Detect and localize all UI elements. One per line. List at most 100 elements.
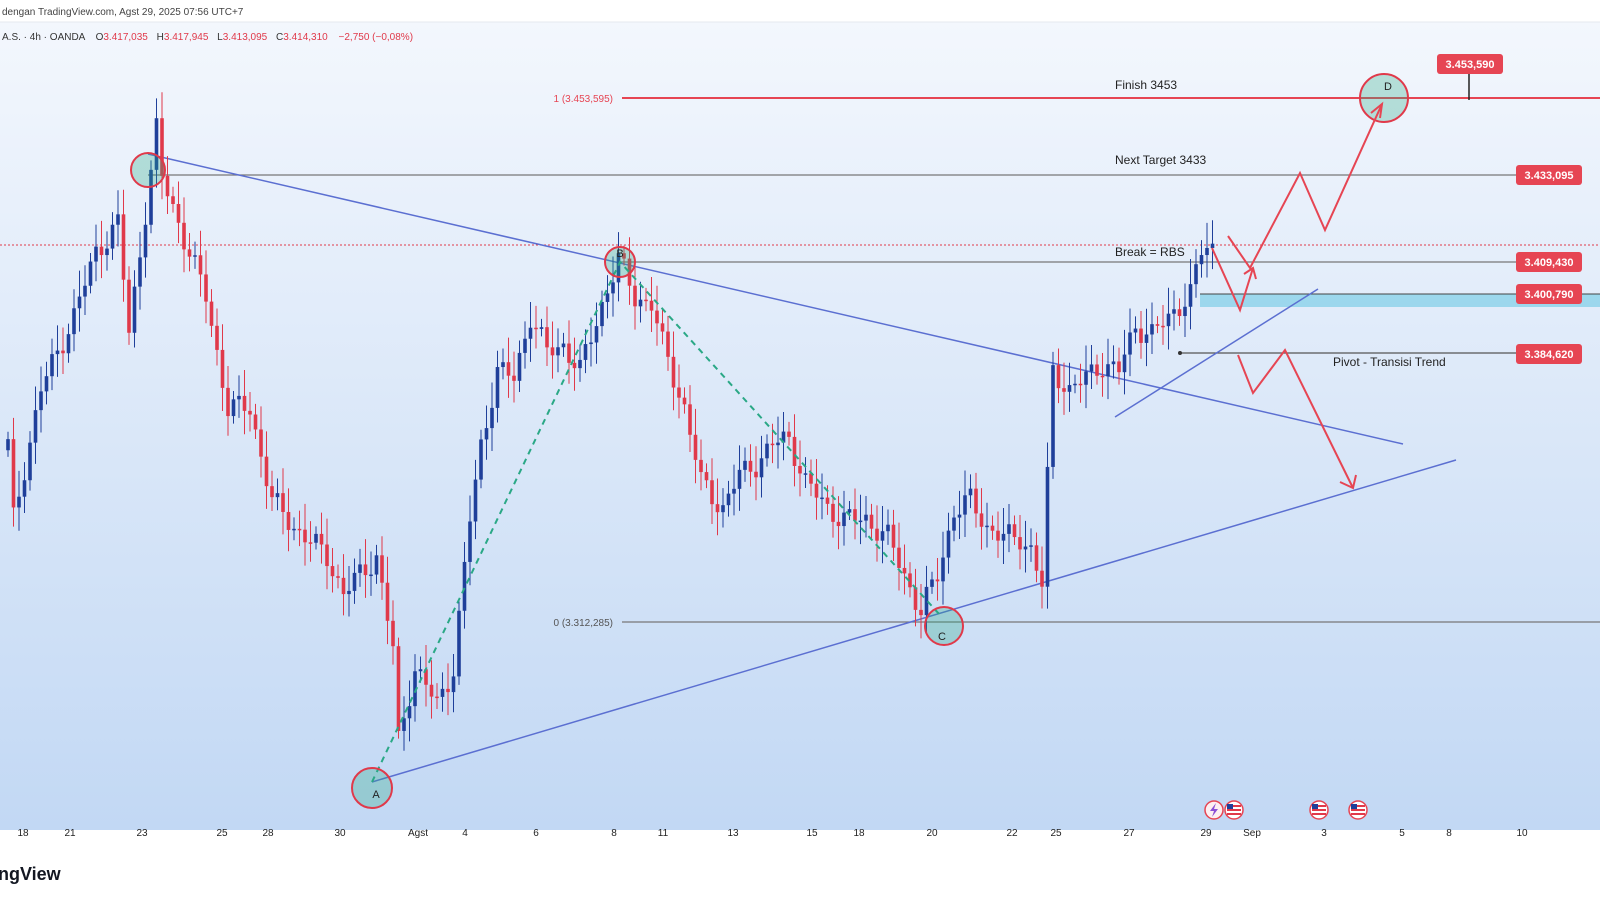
bullish-candle [952, 517, 956, 531]
pattern-label-b: B [616, 248, 623, 260]
bearish-candle [319, 533, 324, 545]
ohlc-open-value: 3.417,035 [103, 32, 148, 43]
bullish-candle [941, 557, 945, 582]
bullish-candle [1023, 546, 1028, 550]
bearish-candle [853, 509, 857, 521]
bullish-candle [781, 431, 786, 443]
bullish-candle [776, 442, 780, 446]
bullish-candle [600, 301, 604, 327]
bullish-candle [143, 224, 148, 258]
bullish-candle [732, 488, 736, 494]
short-support-trendline [1114, 288, 1319, 418]
bullish-candle [985, 525, 989, 528]
bullish-candle [1205, 247, 1209, 256]
annotation-next-target: Next Target 3433 [1115, 153, 1206, 167]
bearish-candle [1117, 361, 1121, 373]
bullish-candle [6, 439, 10, 451]
bullish-candle [105, 248, 109, 256]
bullish-candle [495, 367, 500, 408]
bearish-candle [935, 579, 940, 582]
ohlc-change: −2,750 (−0,08%) [339, 32, 414, 43]
price-box-next-target-text: 3.433,095 [1525, 170, 1574, 182]
x-tick-label: 23 [136, 828, 148, 839]
bearish-candle [270, 486, 274, 498]
pattern-label-a: A [372, 789, 380, 801]
bullish-candle [369, 574, 373, 577]
bearish-candle [677, 387, 681, 398]
lightning-event-icon[interactable] [1204, 800, 1224, 820]
bearish-candle [385, 582, 390, 621]
bearish-candle [699, 459, 703, 473]
x-tick-label: 18 [17, 828, 29, 839]
bullish-candle [462, 561, 467, 611]
x-tick-label: 28 [262, 828, 274, 839]
bearish-candle [446, 688, 450, 693]
bullish-candle [721, 505, 725, 513]
price-box-d-text: 3.453,590 [1446, 59, 1495, 71]
bearish-candle [187, 249, 192, 257]
x-tick-label: 8 [611, 828, 617, 839]
bullish-candle [886, 524, 890, 532]
bearish-candle [875, 528, 879, 541]
price-box-break-rbs-text: 3.409,430 [1525, 257, 1574, 269]
bearish-candle [61, 350, 65, 354]
bearish-candle [990, 525, 995, 531]
bullish-candle [842, 512, 846, 527]
bullish-candle [583, 344, 588, 360]
bearish-candle [204, 274, 208, 302]
x-tick-label: 8 [1446, 828, 1452, 839]
bullish-candle [110, 224, 115, 249]
fib-label-1: 1 (3.453,595) [554, 94, 614, 105]
x-tick-label: 15 [806, 828, 818, 839]
bullish-candle [149, 169, 153, 225]
bearish-projection-arrow [1237, 348, 1354, 489]
us-flag-event-icon-3[interactable] [1348, 800, 1368, 820]
bullish-candle [314, 533, 318, 543]
us-flag-event-icon[interactable] [1224, 800, 1244, 820]
bullish-candle [1166, 313, 1171, 327]
bearish-candle [308, 542, 313, 544]
bearish-candle [220, 349, 225, 388]
bullish-candle [556, 347, 560, 356]
bearish-candle [798, 465, 802, 474]
x-tick-label: 4 [462, 828, 468, 839]
pullback-arrowhead [1243, 266, 1257, 280]
bearish-candle [754, 471, 758, 478]
bullish-candle [292, 528, 296, 531]
bullish-projection-arrowhead [1370, 101, 1384, 119]
bearish-candle [435, 696, 439, 699]
bullish-candle [473, 479, 478, 522]
bearish-candle [919, 609, 923, 616]
bearish-candle [1040, 570, 1044, 587]
bearish-candle [1056, 365, 1061, 389]
bearish-candle [622, 253, 626, 259]
bullish-candle [468, 521, 472, 562]
bullish-candle [1045, 466, 1050, 587]
bullish-candle [737, 469, 742, 489]
bullish-candle [490, 407, 494, 429]
x-tick-label: Agst [408, 828, 428, 839]
bullish-candle [1007, 524, 1011, 534]
bearish-candle [825, 497, 830, 504]
bullish-candle [451, 676, 456, 693]
x-tick-label: 6 [533, 828, 539, 839]
bullish-candle [1089, 364, 1094, 372]
bullish-projection-arrow [1227, 103, 1383, 270]
us-flag-event-icon-2[interactable] [1309, 800, 1329, 820]
bullish-candle [33, 410, 38, 443]
bearish-candle [1018, 537, 1022, 550]
bullish-candle [39, 391, 43, 411]
bearish-candle [902, 567, 907, 574]
pattern-label-c: C [938, 631, 946, 643]
bearish-candle [1034, 545, 1039, 571]
bullish-candle [1133, 328, 1138, 333]
bearish-candle [1100, 375, 1105, 378]
annotation-finish: Finish 3453 [1115, 78, 1177, 92]
bearish-candle [286, 511, 291, 530]
ohlc-low-value: 3.413,095 [223, 32, 268, 43]
tradingview-logo-text: ngView [0, 864, 62, 884]
bearish-candle [913, 587, 918, 610]
fib-label-0: 0 (3.312,285) [554, 618, 614, 629]
x-tick-label: 18 [853, 828, 865, 839]
